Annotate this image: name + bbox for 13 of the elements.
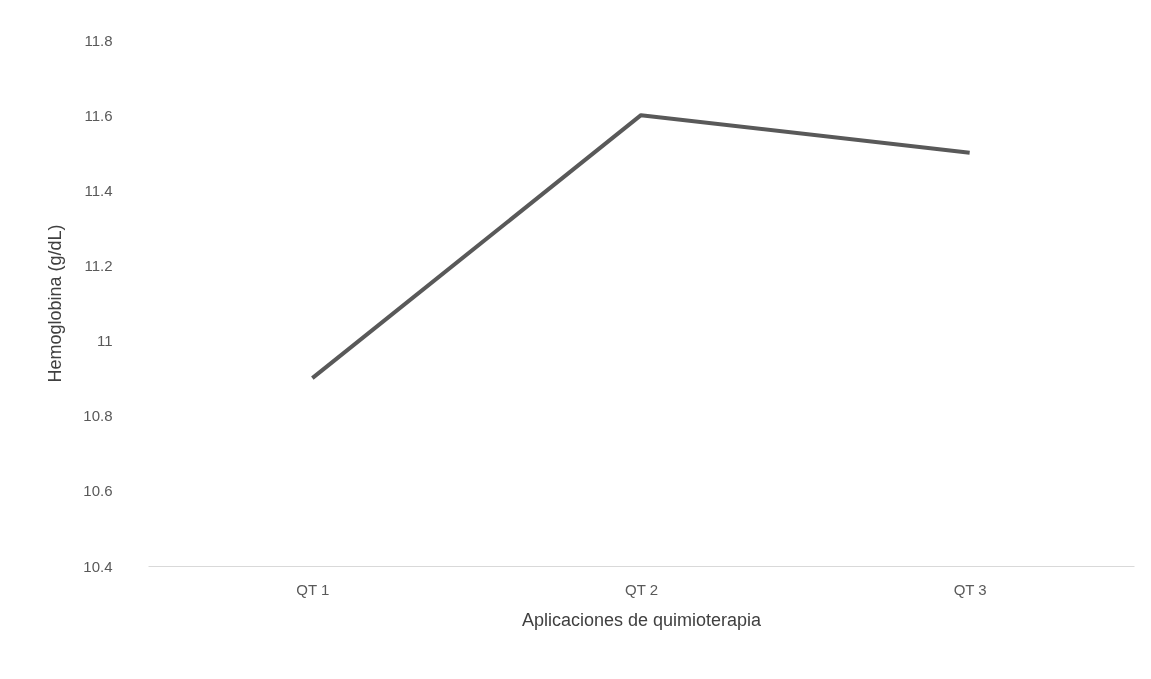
x-axis-title: Aplicaciones de quimioterapia: [521, 609, 763, 630]
y-tick-label: 11.4: [84, 181, 113, 199]
y-tick-label: 10.6: [83, 482, 113, 500]
y-tick-label: 11.2: [84, 256, 113, 274]
x-tick-label: QT 2: [624, 580, 659, 598]
y-tick-label: 11.6: [84, 106, 113, 124]
x-tick-label: QT 3: [953, 580, 987, 598]
y-tick-label: 11: [96, 332, 113, 350]
x-tick-label: QT 1: [296, 580, 330, 598]
y-tick-label: 11.8: [84, 31, 113, 49]
y-tick-label: 10.4: [83, 557, 113, 575]
y-axis-title: Hemoglobina (g/dL): [45, 224, 66, 383]
y-tick-label: 10.8: [83, 407, 113, 425]
